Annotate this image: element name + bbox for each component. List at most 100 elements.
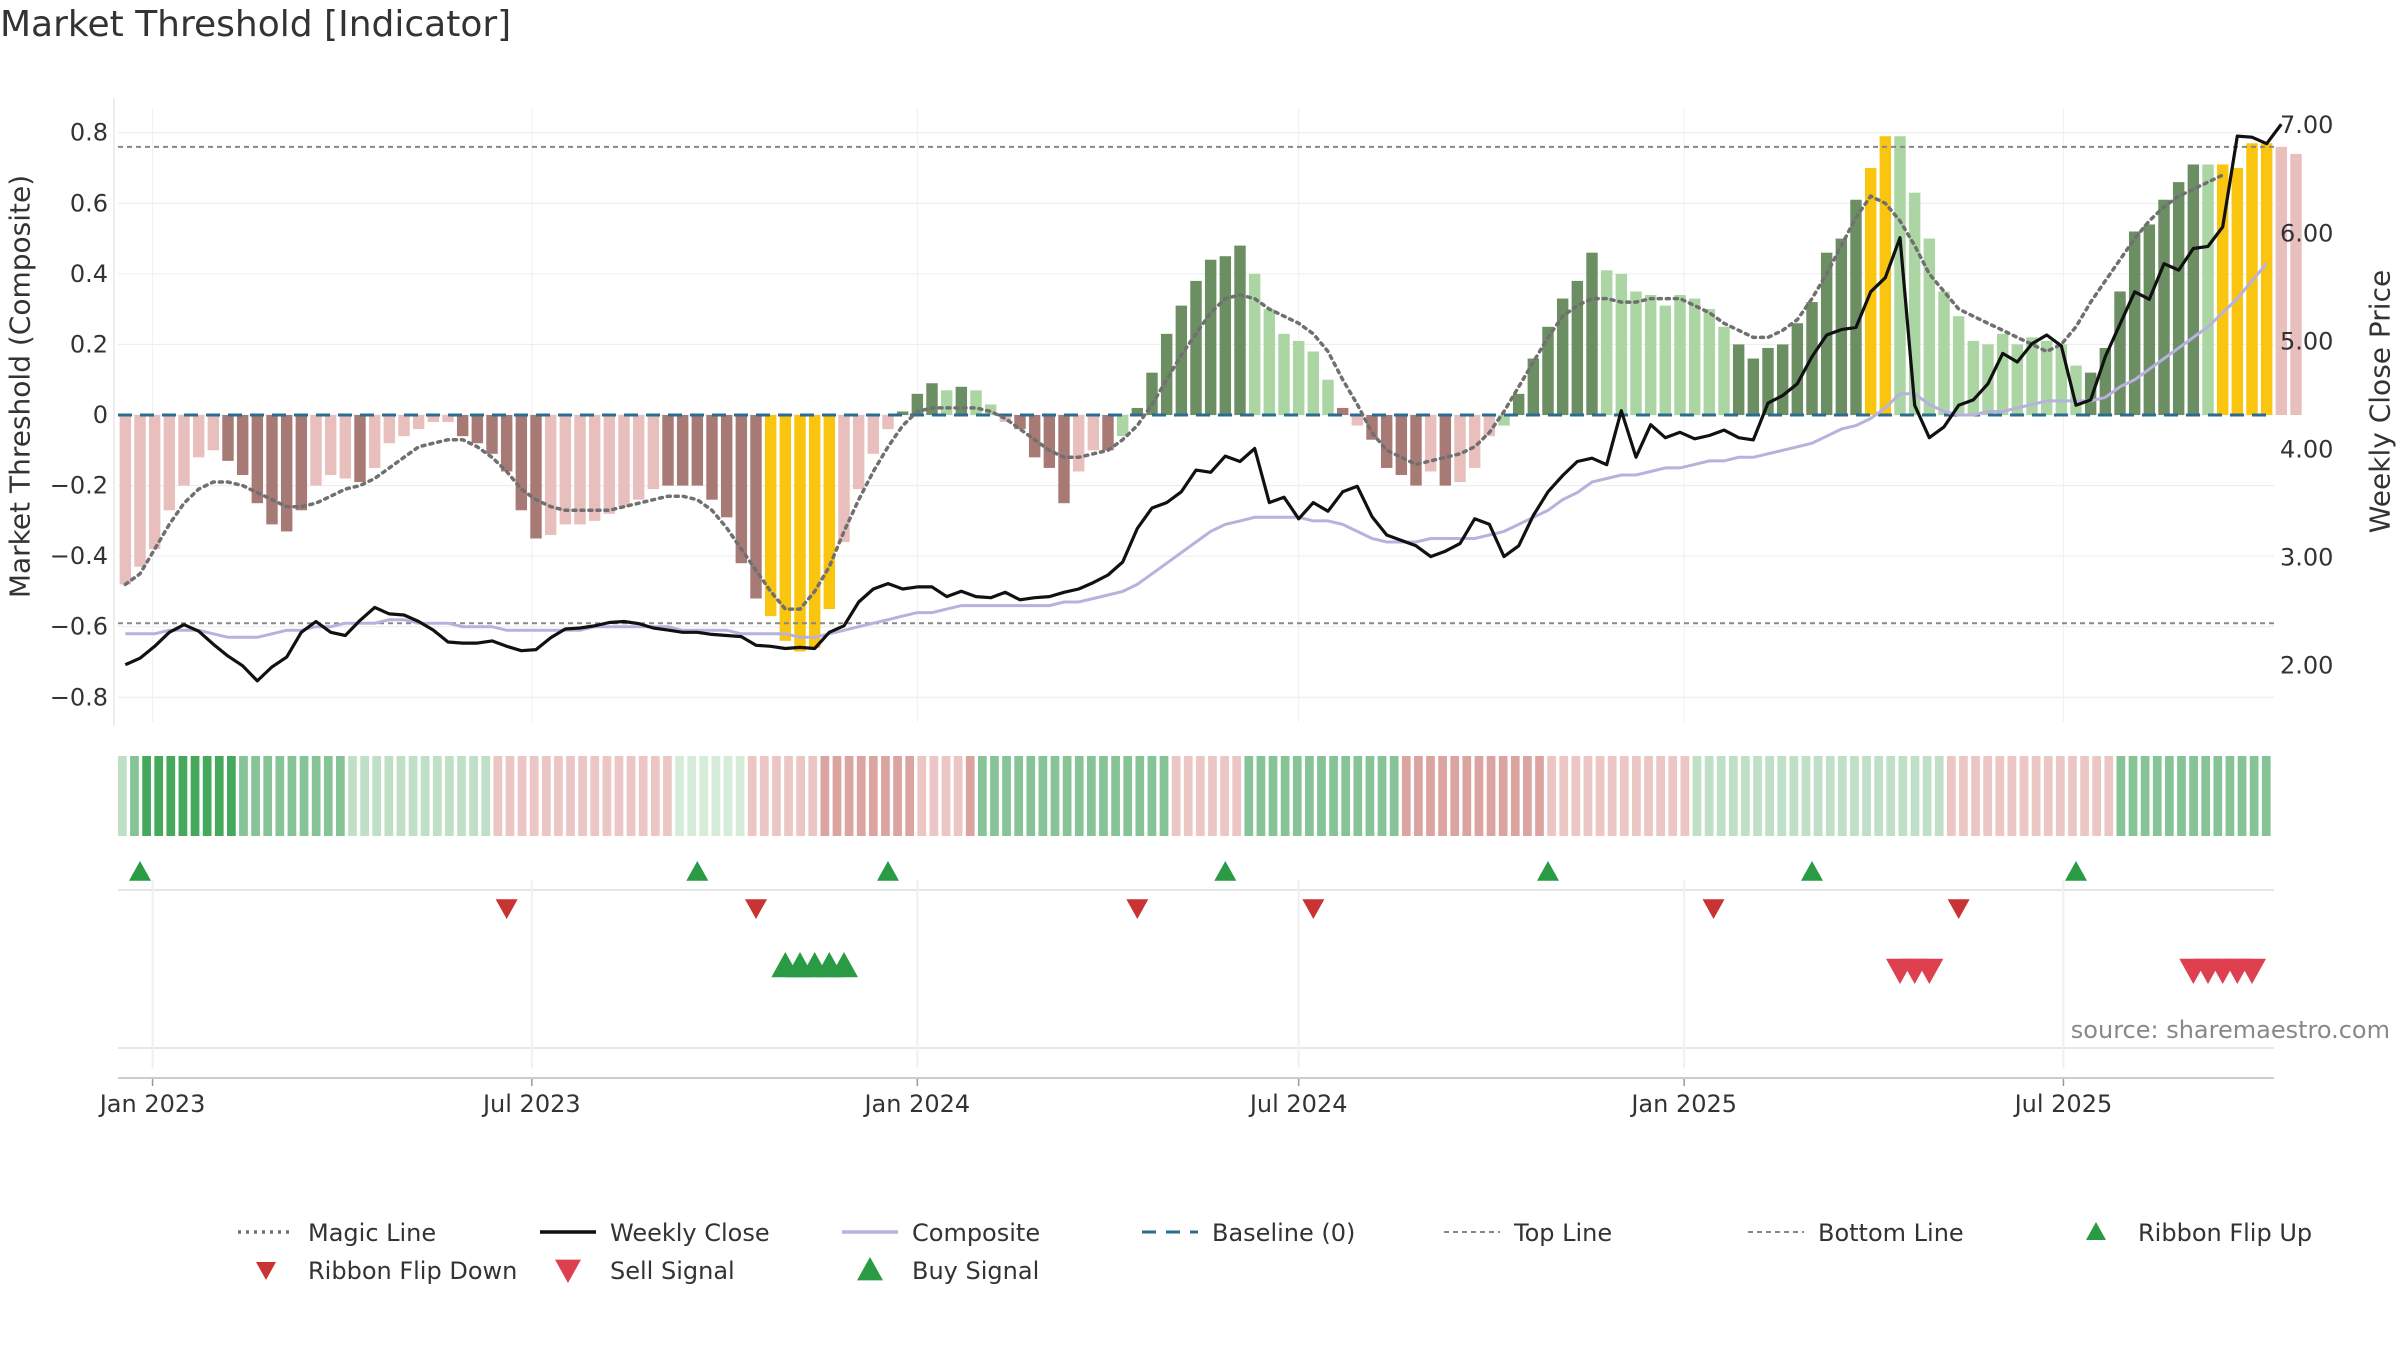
bar xyxy=(1674,295,1686,415)
ribbon-cell xyxy=(1002,756,1011,836)
ribbon-cell xyxy=(614,756,624,836)
bar xyxy=(984,404,997,415)
ribbon-cell xyxy=(178,756,188,836)
ribbon-cell xyxy=(1898,756,1908,836)
legend-label: Baseline (0) xyxy=(1212,1219,1355,1247)
x-tick-label: Jul 2024 xyxy=(1248,1090,1348,1118)
ribbon-cell xyxy=(1789,756,1799,836)
ribbon-cell xyxy=(1244,756,1254,836)
ribbon-cell xyxy=(566,756,575,836)
ribbon-cell xyxy=(1741,756,1750,836)
ribbon-cell xyxy=(1220,756,1229,836)
bar xyxy=(1498,415,1510,426)
ribbon-cell xyxy=(1426,756,1435,836)
bar xyxy=(2011,344,2024,415)
ribbon-cell xyxy=(1268,756,1278,836)
bar xyxy=(1850,199,1862,415)
ribbon-cell xyxy=(481,756,491,836)
ribbon-cell xyxy=(1934,756,1944,836)
bar xyxy=(1395,415,1408,475)
ribbon-cell xyxy=(1523,756,1532,836)
bar xyxy=(1703,309,1716,415)
ribbon-cell xyxy=(1728,756,1738,836)
bar xyxy=(1762,347,1774,415)
ribbon-cell xyxy=(1765,756,1775,836)
ribbon-cell xyxy=(1074,756,1084,836)
bar xyxy=(515,415,528,511)
x-tick-label: Jan 2025 xyxy=(1629,1090,1737,1118)
bar xyxy=(955,386,968,415)
ribbon-cell xyxy=(529,756,539,836)
bar xyxy=(706,415,718,500)
ribbon-cell xyxy=(687,756,697,836)
ribbon-cell xyxy=(2189,756,2198,836)
bar xyxy=(1718,326,1730,415)
legend-label: Sell Signal xyxy=(610,1257,735,1285)
magic-line xyxy=(123,173,2225,611)
bar xyxy=(1307,351,1320,415)
ribbon-flip-down-marker xyxy=(1702,899,1725,919)
bar xyxy=(2231,167,2244,415)
bar xyxy=(2172,182,2185,415)
y2-tick-label: 5.00 xyxy=(2280,327,2333,355)
bar xyxy=(1512,393,1525,415)
bar xyxy=(779,415,792,641)
ribbon-cell xyxy=(602,756,612,836)
lines xyxy=(118,123,2283,683)
bar xyxy=(2070,365,2082,415)
bar xyxy=(720,415,733,518)
bar xyxy=(119,415,132,585)
bar xyxy=(2084,372,2097,415)
ribbon-cell xyxy=(505,756,515,836)
ribbon-cell xyxy=(1474,756,1484,836)
ribbon-cell xyxy=(1401,756,1411,836)
bar xyxy=(1923,238,1936,415)
bar xyxy=(2143,224,2156,415)
legend-label: Ribbon Flip Down xyxy=(308,1257,517,1285)
ribbon-cell xyxy=(299,756,309,836)
bar xyxy=(1278,333,1290,415)
ribbon-flip-down-marker xyxy=(495,899,518,919)
ribbon-cell xyxy=(1777,756,1787,836)
ribbon-cell xyxy=(2177,756,2186,836)
legend-label: Composite xyxy=(912,1219,1040,1247)
bar xyxy=(2055,344,2068,415)
bar xyxy=(207,415,220,451)
ribbon-cell xyxy=(517,756,527,836)
bar xyxy=(2202,164,2214,415)
ribbon-flip-up-marker xyxy=(129,861,151,881)
ribbon-cell xyxy=(1377,756,1387,836)
ribbon-cell xyxy=(1862,756,1871,836)
bar xyxy=(1835,238,1848,415)
chart-title: Market Threshold [Indicator] xyxy=(0,4,512,45)
bar xyxy=(339,415,352,479)
bar xyxy=(1072,415,1085,472)
sell-signal-marker xyxy=(1915,958,1944,984)
legend-label: Bottom Line xyxy=(1818,1219,1964,1247)
bar xyxy=(1366,415,1378,440)
bar xyxy=(530,415,542,539)
bar xyxy=(1908,192,1921,415)
bar xyxy=(1043,415,1056,468)
ribbon-cell xyxy=(2043,756,2053,836)
ribbon-cell xyxy=(893,756,902,836)
ribbon-cell xyxy=(1050,756,1060,836)
ribbon-cell xyxy=(1983,756,1993,836)
ribbon-cell xyxy=(1946,756,1956,836)
bar xyxy=(2026,337,2038,415)
bar xyxy=(1630,291,1642,415)
bar xyxy=(559,415,572,525)
ribbon-cell xyxy=(1498,756,1508,836)
bar xyxy=(1468,415,1481,468)
bar xyxy=(1732,344,1745,415)
bar xyxy=(280,415,293,532)
ribbon-cell xyxy=(348,756,357,836)
ribbon-cell xyxy=(190,756,200,836)
ribbon-cell xyxy=(723,756,733,836)
y-tick-label: 0.8 xyxy=(70,119,108,147)
ribbon-cell xyxy=(1959,756,1968,836)
ribbon-cell xyxy=(977,756,987,836)
ribbon-cell xyxy=(214,756,224,836)
ribbon-cell xyxy=(118,756,127,836)
